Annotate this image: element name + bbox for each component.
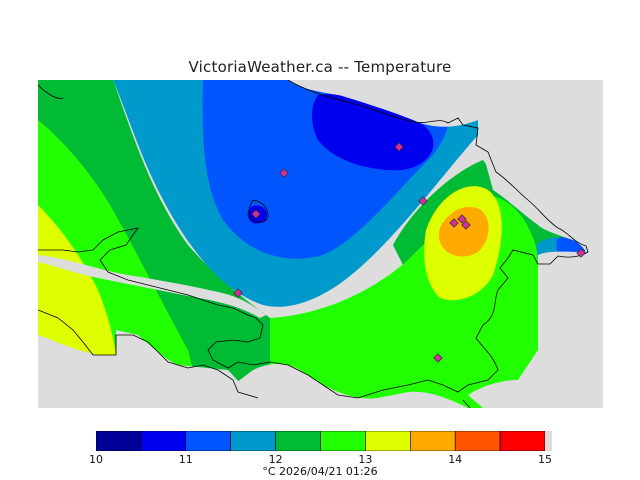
station-marker (418, 196, 428, 206)
station-marker (251, 209, 261, 219)
legend-bin (140, 431, 187, 451)
station-marker (576, 248, 586, 258)
legend-bin (409, 431, 456, 451)
band-13.5-14 (438, 206, 489, 257)
station-marker (279, 168, 289, 178)
legend-bin (320, 431, 366, 451)
temperature-legend-bar (96, 431, 552, 451)
band-10.5-11 (312, 94, 434, 171)
station-marker (457, 214, 467, 224)
station-marker (449, 218, 459, 228)
legend-bin (499, 431, 546, 451)
coastline (38, 80, 589, 408)
units-and-timestamp: °C 2026/04/21 01:26 (262, 465, 378, 478)
weather-stations (233, 142, 586, 363)
water-west-inlet (38, 255, 266, 318)
map-title: VictoriaWeather.ca -- Temperature (188, 58, 452, 76)
legend-tick-label: 11 (178, 453, 193, 466)
legend-bin (275, 431, 321, 451)
legend-tick-label: 12 (268, 453, 283, 466)
legend-bin (454, 431, 501, 451)
water-southwest-passage (203, 364, 468, 408)
legend-tick-label: 15 (538, 453, 552, 466)
legend-tail (545, 431, 552, 451)
legend-bin (96, 431, 142, 451)
legend-tick-label: 10 (89, 453, 103, 466)
water-south-east (468, 350, 603, 408)
station-marker (461, 220, 471, 230)
legend-tick-label: 14 (448, 453, 463, 466)
water-south (38, 330, 278, 408)
water-north-fill (288, 80, 603, 240)
legend-bin (365, 431, 411, 451)
temperature-contour-map (38, 80, 603, 408)
legend-tick-label: 13 (358, 453, 373, 466)
station-marker (394, 142, 404, 152)
legend-bin (230, 431, 276, 451)
station-marker (233, 288, 243, 298)
station-marker (433, 353, 443, 363)
legend-bin (185, 431, 232, 451)
